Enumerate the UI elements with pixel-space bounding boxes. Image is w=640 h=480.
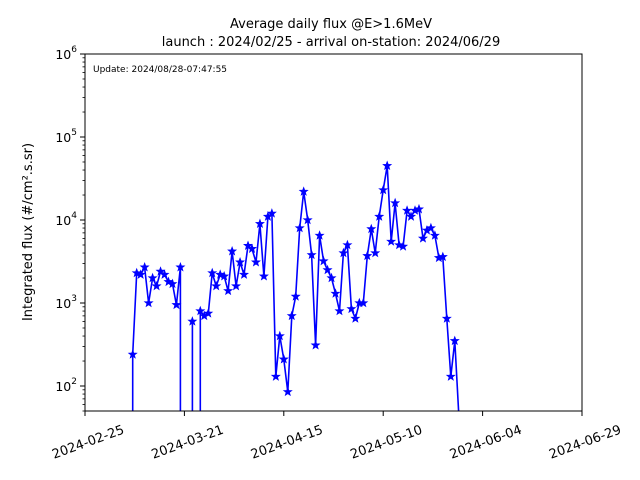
data-point <box>278 354 289 364</box>
x-tick-label: 2024-02-25 <box>50 423 126 463</box>
data-point <box>290 291 301 301</box>
data-point <box>390 197 401 208</box>
data-point <box>167 278 178 289</box>
data-point <box>318 255 329 266</box>
x-tick-label: 2024-06-29 <box>547 423 623 463</box>
data-point <box>163 276 174 287</box>
data-point <box>374 211 385 221</box>
data-point <box>306 249 317 260</box>
y-tick-label: 104 <box>55 211 77 228</box>
y-tick-label: 105 <box>55 128 77 145</box>
data-point <box>239 269 250 279</box>
data-point <box>314 230 325 240</box>
data-point <box>207 267 218 278</box>
data-point <box>302 214 313 225</box>
data-point <box>362 250 373 261</box>
y-tick-label: 106 <box>55 45 77 62</box>
data-point <box>346 303 357 314</box>
data-point <box>258 271 269 281</box>
data-point <box>437 251 448 262</box>
data-point <box>342 239 353 250</box>
data-point <box>286 310 297 321</box>
data-point <box>219 271 230 281</box>
data-layer <box>127 160 460 411</box>
data-point <box>445 371 456 381</box>
y-tick-label: 102 <box>55 377 77 394</box>
x-tick-label: 2024-03-21 <box>150 423 226 463</box>
data-point <box>326 272 337 283</box>
data-point <box>402 205 413 215</box>
data-point <box>370 247 381 258</box>
data-point <box>406 211 417 221</box>
data-point <box>227 246 238 256</box>
data-point <box>366 223 377 234</box>
data-point <box>223 285 234 296</box>
chart-subtitle: launch : 2024/02/25 - arrival on-station… <box>162 35 500 50</box>
data-point <box>159 269 170 279</box>
y-ticks: 102 103 104 105 106 <box>55 45 85 412</box>
plot-area <box>85 54 582 411</box>
data-point <box>298 186 309 196</box>
data-point <box>334 305 345 316</box>
data-point <box>330 288 341 298</box>
x-tick-label: 2024-04-15 <box>249 423 325 463</box>
data-point <box>282 386 293 397</box>
data-point <box>449 335 460 346</box>
data-point <box>413 203 424 214</box>
data-point <box>135 269 146 279</box>
data-point <box>425 222 436 233</box>
data-point <box>151 280 162 291</box>
data-point <box>274 330 285 341</box>
y-axis-label: Integrated flux (#/cm².s.sr) <box>21 143 36 321</box>
chart-title: Average daily flux @E>1.6MeV <box>230 17 432 32</box>
data-point <box>398 241 409 251</box>
data-point <box>270 371 281 381</box>
data-point <box>338 247 349 258</box>
data-point <box>350 313 361 323</box>
data-point <box>250 256 261 267</box>
data-point <box>187 316 198 326</box>
data-point <box>266 208 277 218</box>
update-annotation: Update: 2024/08/28-07:47:55 <box>93 65 227 75</box>
data-point <box>246 243 257 254</box>
data-point <box>143 297 154 308</box>
data-point <box>358 297 369 308</box>
data-point <box>139 261 150 272</box>
data-point <box>215 269 226 279</box>
data-point <box>429 230 440 240</box>
data-point <box>254 218 265 229</box>
data-point <box>175 261 186 272</box>
data-point <box>127 349 138 359</box>
data-point <box>235 256 246 267</box>
data-point <box>386 236 397 246</box>
data-point <box>231 280 242 291</box>
x-ticks: 2024-02-25 2024-03-21 2024-04-15 2024-05-10… <box>50 411 623 463</box>
data-point <box>294 222 305 233</box>
data-point <box>171 299 182 310</box>
data-point <box>378 184 389 195</box>
data-point <box>382 160 393 171</box>
data-point <box>211 280 222 291</box>
data-point <box>441 313 452 323</box>
data-point <box>147 272 158 283</box>
data-point <box>195 305 206 316</box>
data-point <box>322 264 333 275</box>
x-tick-label: 2024-06-04 <box>448 423 524 463</box>
data-point <box>417 233 428 243</box>
x-tick-label: 2024-05-10 <box>348 423 424 463</box>
data-point <box>203 308 214 318</box>
data-point <box>310 339 321 350</box>
y-tick-label: 103 <box>55 294 77 311</box>
